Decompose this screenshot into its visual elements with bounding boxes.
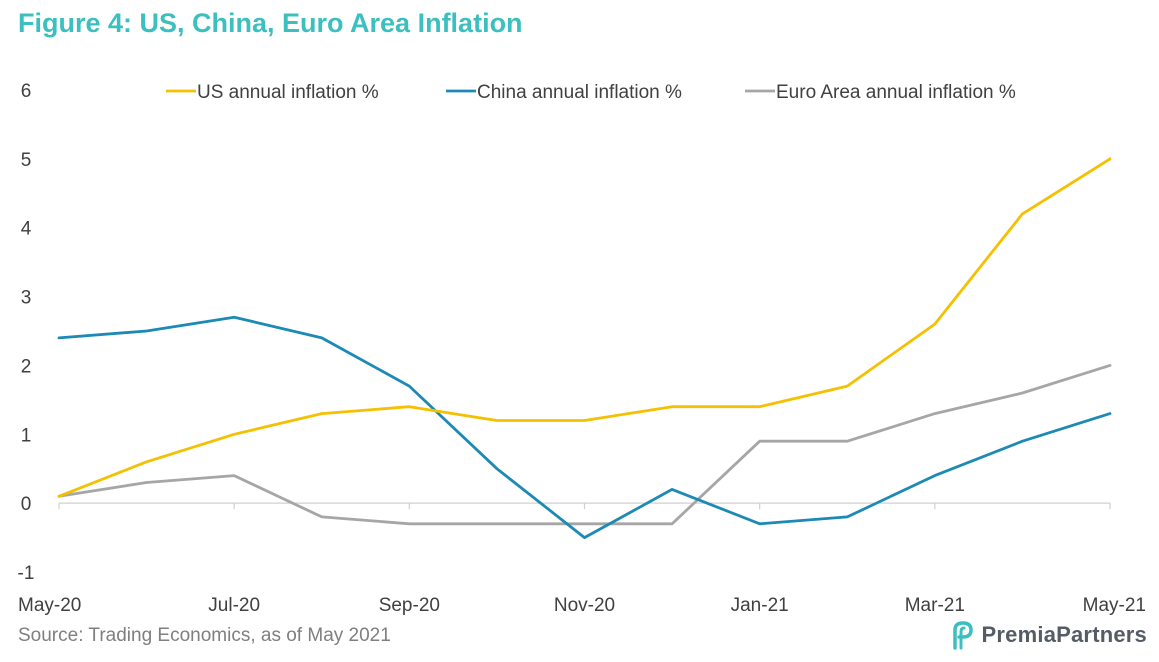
y-tick-label: 4 [21, 219, 32, 240]
x-tick-label: Jan-21 [731, 595, 789, 616]
legend-label-us: US annual inflation % [197, 82, 379, 103]
source-note: Source: Trading Economics, as of May 202… [18, 625, 391, 646]
x-axis: May-20 Jul-20 Sep-20 Nov-20 Jan-21 Mar-21 May-… [18, 502, 1146, 616]
x-tick-label: May-21 [1083, 595, 1146, 616]
y-tick-label: 3 [21, 288, 32, 309]
chart-legend: US annual inflation % China annual inflat… [166, 82, 1016, 103]
y-tick-label: 0 [21, 494, 32, 515]
x-tick-label: May-20 [18, 595, 81, 616]
y-axis-tick-labels: -1 0 1 2 3 4 5 6 [18, 81, 35, 584]
y-tick-label: -1 [18, 563, 35, 584]
legend-label-china: China annual inflation % [477, 82, 682, 103]
chart-title: Figure 4: US, China, Euro Area Inflation [18, 8, 523, 38]
series-line-china [57, 315, 1112, 539]
y-tick-label: 2 [21, 356, 32, 377]
brand-name: PremiaPartners [981, 622, 1147, 647]
series-lines [57, 157, 1112, 539]
legend-label-euro-area: Euro Area annual inflation % [776, 82, 1016, 103]
x-tick-label: Mar-21 [905, 595, 965, 616]
y-tick-label: 6 [21, 81, 32, 102]
series-line-euro-area [57, 363, 1112, 526]
series-line-us [57, 157, 1112, 498]
y-tick-label: 1 [21, 425, 32, 446]
premia-logo-icon [952, 621, 973, 650]
x-tick-label: Jul-20 [208, 595, 260, 616]
x-tick-label: Sep-20 [379, 595, 440, 616]
brand-logo: PremiaPartners [950, 620, 1147, 650]
y-tick-label: 5 [21, 150, 32, 171]
x-tick-label: Nov-20 [554, 595, 615, 616]
